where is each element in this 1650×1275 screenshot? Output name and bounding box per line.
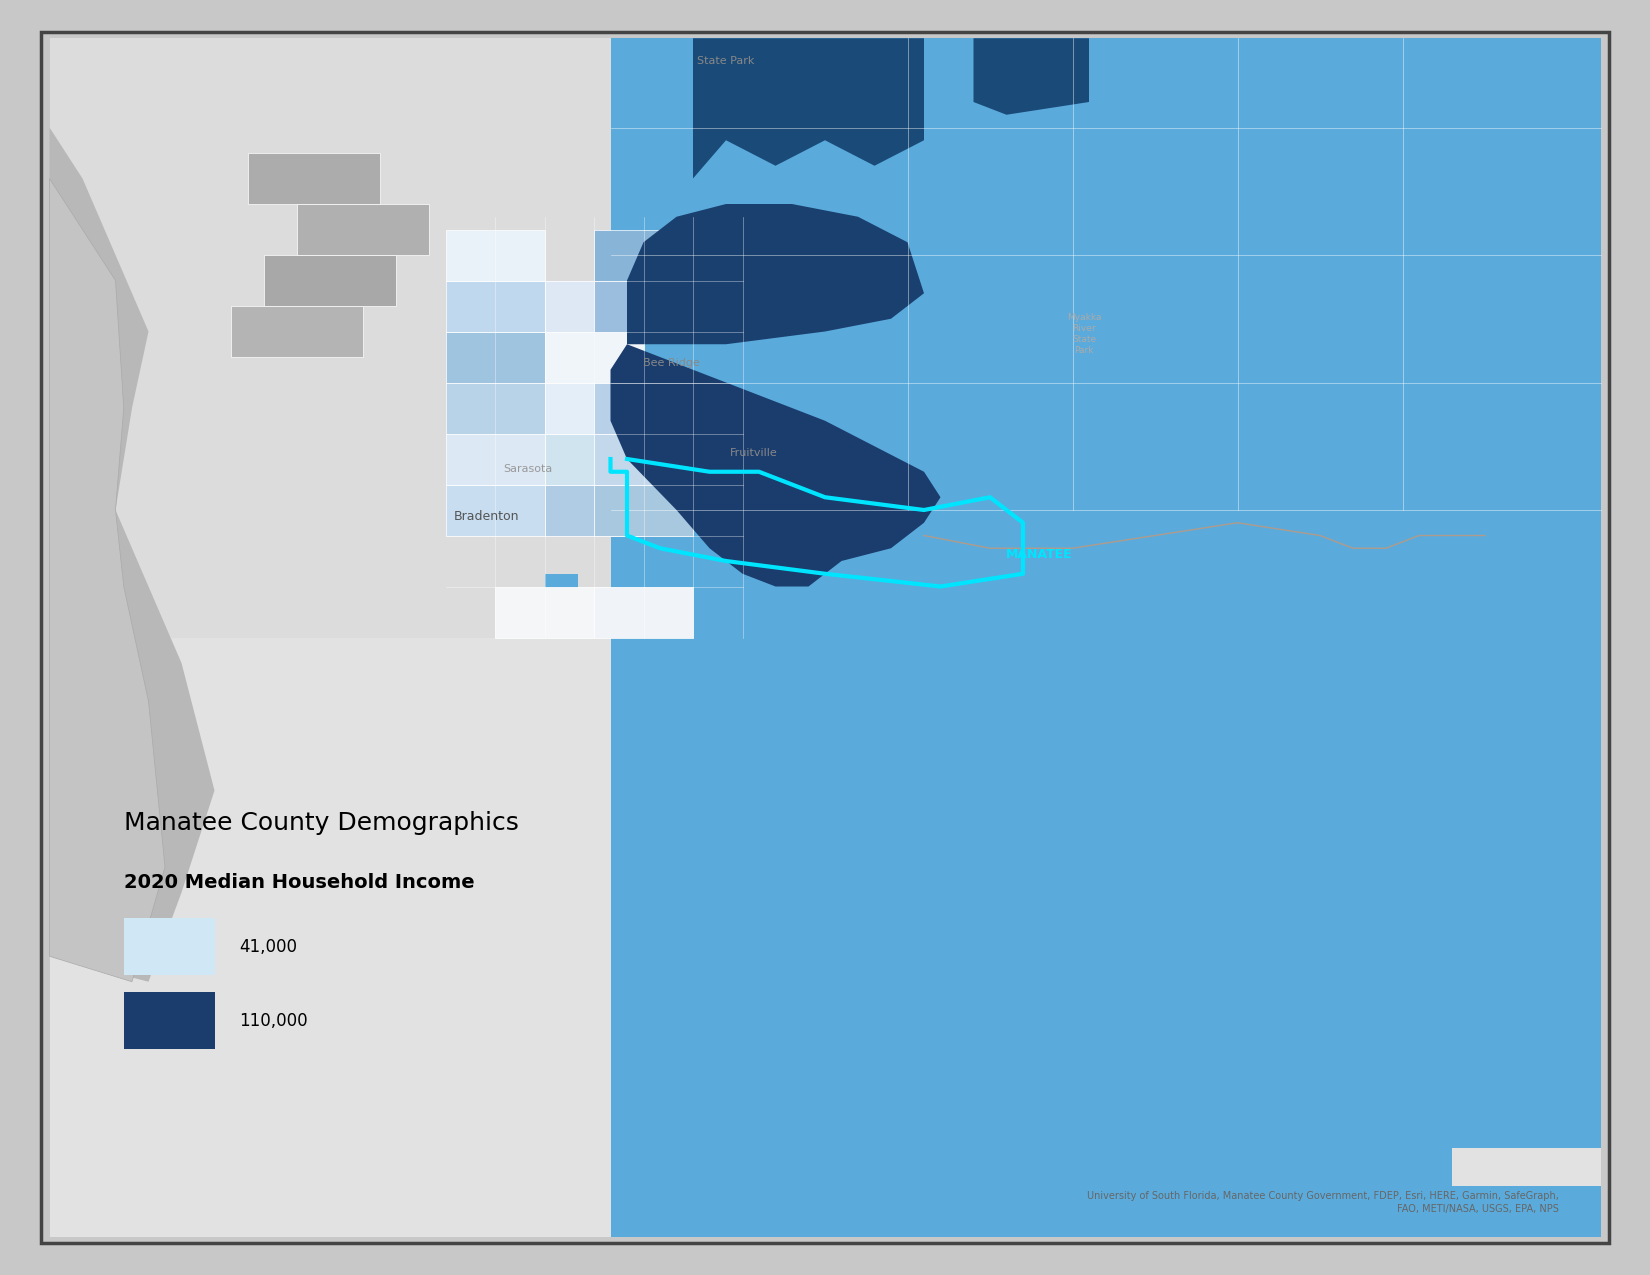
Polygon shape (974, 38, 1089, 115)
Polygon shape (446, 434, 544, 484)
Text: University of South Florida, Manatee County Government, FDEP, Esri, HERE, Garmin: University of South Florida, Manatee Cou… (1087, 1191, 1559, 1214)
Polygon shape (544, 484, 644, 536)
Polygon shape (50, 128, 214, 982)
Polygon shape (50, 179, 165, 982)
Text: MANATEE: MANATEE (1006, 548, 1072, 561)
Polygon shape (446, 484, 544, 536)
Polygon shape (610, 38, 1600, 1237)
Text: 110,000: 110,000 (239, 1012, 309, 1030)
Text: Sarasota: Sarasota (503, 464, 553, 474)
Polygon shape (594, 382, 693, 434)
Polygon shape (446, 382, 544, 434)
Polygon shape (231, 306, 363, 357)
Polygon shape (544, 280, 644, 332)
Polygon shape (693, 38, 924, 179)
Polygon shape (627, 38, 726, 306)
Bar (124, 992, 214, 1049)
Bar (124, 918, 214, 975)
Polygon shape (594, 230, 693, 280)
Polygon shape (446, 332, 544, 382)
Polygon shape (544, 382, 644, 434)
Polygon shape (594, 280, 693, 332)
Text: State Park: State Park (698, 56, 754, 66)
Text: Fruitville: Fruitville (731, 448, 777, 458)
Polygon shape (594, 434, 693, 484)
Polygon shape (297, 204, 429, 255)
Text: Bradenton: Bradenton (454, 510, 520, 523)
Text: Manatee County Demographics: Manatee County Demographics (124, 811, 518, 835)
Text: 2020 Median Household Income: 2020 Median Household Income (124, 873, 475, 892)
Polygon shape (627, 204, 924, 344)
Polygon shape (610, 344, 940, 586)
Polygon shape (495, 586, 594, 638)
Polygon shape (446, 280, 544, 332)
Polygon shape (248, 153, 380, 204)
Polygon shape (446, 230, 544, 280)
Polygon shape (50, 638, 1600, 1237)
Text: Myakka
River
State
Park: Myakka River State Park (1068, 312, 1101, 356)
Text: Bee Ridge: Bee Ridge (644, 358, 700, 368)
Polygon shape (544, 332, 644, 382)
Polygon shape (594, 484, 693, 536)
Polygon shape (50, 38, 1600, 1237)
Polygon shape (544, 434, 644, 484)
Text: 41,000: 41,000 (239, 938, 297, 956)
Polygon shape (544, 38, 1600, 1237)
Polygon shape (594, 586, 693, 638)
Polygon shape (264, 255, 396, 306)
